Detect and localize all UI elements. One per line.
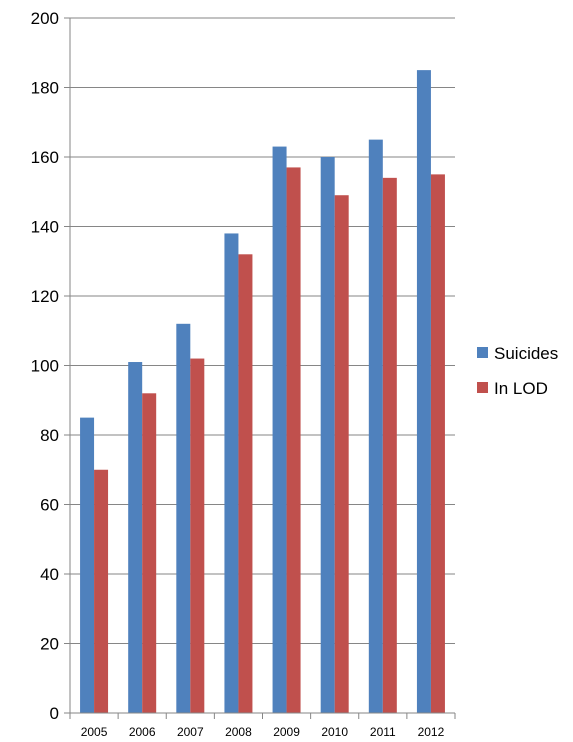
bar-in-lod-2006 [142,393,157,713]
legend-label: In LOD [494,379,548,398]
bar-suicides-2011 [368,139,383,713]
x-tick-label: 2011 [370,725,396,739]
x-tick-label: 2009 [273,725,300,739]
bar-suicides-2009 [272,146,287,713]
bar-suicides-2007 [176,323,191,713]
y-tick-label: 80 [40,426,59,445]
y-tick-label: 120 [31,287,59,306]
bar-in-lod-2005 [94,469,109,713]
bar-in-lod-2007 [190,358,205,713]
bar-in-lod-2009 [286,167,301,714]
bar-in-lod-2011 [382,177,397,714]
gridlines [70,17,455,644]
x-tick-labels: 2005 2006 2007 2008 2009 2010 2011 2012 [81,725,445,739]
y-tick-label: 160 [31,148,59,167]
legend: Suicides In LOD [477,344,558,398]
x-tick-label: 2008 [225,725,252,739]
legend-swatch-in-lod [477,382,488,393]
bars [80,70,445,714]
y-tick-label: 200 [31,9,59,28]
y-tick-label: 40 [40,565,59,584]
y-tick-label: 20 [40,635,59,654]
x-tick-label: 2012 [418,725,445,739]
y-tick-label: 60 [40,496,59,515]
x-tick-label: 2007 [177,725,204,739]
y-tick-labels: 0 20 40 60 80 100 120 140 160 180 200 [31,9,59,723]
bar-suicides-2012 [416,70,431,713]
y-tick-label: 100 [31,357,59,376]
y-tick-label: 0 [50,704,59,723]
legend-label: Suicides [494,344,558,363]
bar-suicides-2006 [128,362,143,713]
bar-in-lod-2008 [238,254,253,714]
bar-suicides-2005 [80,417,95,713]
x-tick-label: 2005 [81,725,108,739]
y-tick-label: 180 [31,79,59,98]
bar-in-lod-2010 [334,195,349,714]
x-tick-label: 2010 [321,725,348,739]
bar-suicides-2008 [224,233,239,713]
legend-swatch-suicides [477,347,488,358]
axes [64,17,456,719]
x-tick-label: 2006 [129,725,156,739]
y-tick-label: 140 [31,218,59,237]
bar-suicides-2010 [320,157,335,713]
bar-in-lod-2012 [430,174,445,713]
